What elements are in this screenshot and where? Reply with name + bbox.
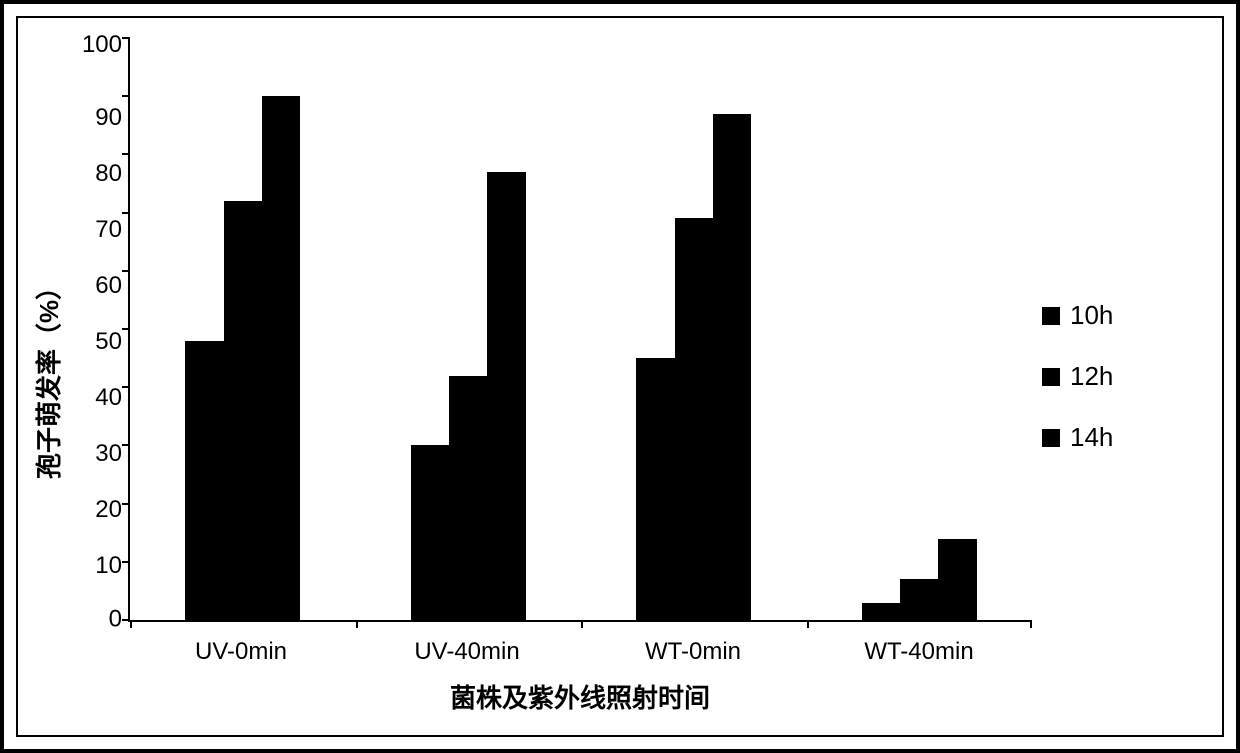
y-tick-label: 80 [95,162,122,186]
bar [938,539,976,620]
legend: 10h 12h 14h [1042,18,1222,735]
x-category-label: UV-0min [128,638,354,666]
legend-item: 10h [1042,300,1202,331]
bar-group [130,38,356,620]
y-tick-label: 90 [95,106,122,130]
y-tick-label: 0 [109,608,122,632]
bar-group [356,38,582,620]
y-tick-mark [122,212,130,214]
y-tick-mark [122,386,130,388]
y-tick-label: 10 [95,554,122,578]
y-tick-mark [122,153,130,155]
y-tick-label: 30 [95,442,122,466]
legend-label: 10h [1070,300,1113,331]
bar [900,579,938,620]
y-tick-mark [122,503,130,505]
bar-group [807,38,1033,620]
x-tick-mark [130,620,132,628]
x-axis-labels: UV-0minUV-40minWT-0minWT-40min [128,622,1032,666]
x-category-label: WT-0min [580,638,806,666]
y-tick-label: 100 [82,33,122,57]
plot-and-xaxis: 1009080706050403020100 UV-0minUV-40minWT… [68,38,1032,715]
outer-frame: 孢子萌发率（%） 1009080706050403020100 UV-0minU… [0,0,1240,753]
legend-label: 12h [1070,361,1113,392]
y-axis-title-wrap: 孢子萌发率（%） [28,38,68,715]
bar [449,376,487,620]
inner-frame: 孢子萌发率（%） 1009080706050403020100 UV-0minU… [16,16,1224,737]
legend-swatch [1042,429,1060,447]
y-tick-mark [122,619,130,621]
x-tick-mark [356,620,358,628]
x-tick-mark [807,620,809,628]
legend-item: 14h [1042,422,1202,453]
legend-swatch [1042,368,1060,386]
x-tick-mark [581,620,583,628]
legend-label: 14h [1070,422,1113,453]
bar [411,445,449,620]
bar [675,218,713,620]
bar [262,96,300,620]
x-axis-title: 菌株及紫外线照射时间 [128,666,1032,715]
bar [636,358,674,620]
y-tick-mark [122,561,130,563]
y-axis-title: 孢子萌发率（%） [30,274,67,479]
bar [713,114,751,620]
bar [224,201,262,620]
x-tick-mark [1030,620,1032,628]
y-tick-mark [122,95,130,97]
y-tick-mark [122,444,130,446]
y-tick-mark [122,328,130,330]
bar-groups [130,38,1032,620]
y-tick-label: 70 [95,218,122,242]
y-tick-mark [122,270,130,272]
x-category-label: WT-40min [806,638,1032,666]
plot-row: 1009080706050403020100 [68,38,1032,622]
legend-swatch [1042,307,1060,325]
bar [185,341,223,620]
y-tick-label: 20 [95,498,122,522]
y-tick-label: 40 [95,386,122,410]
x-category-label: UV-40min [354,638,580,666]
y-tick-mark [122,37,130,39]
plot-area [128,38,1032,622]
y-tick-label: 50 [95,330,122,354]
y-axis-ticks: 1009080706050403020100 [68,38,128,622]
y-tick-label: 60 [95,274,122,298]
bar [862,603,900,620]
chart-zone: 孢子萌发率（%） 1009080706050403020100 UV-0minU… [18,18,1042,735]
bar [487,172,525,620]
legend-item: 12h [1042,361,1202,392]
bar-group [581,38,807,620]
